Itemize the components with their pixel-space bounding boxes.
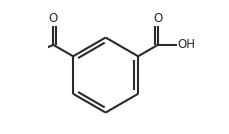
Text: O: O (49, 12, 58, 25)
Text: OH: OH (177, 38, 194, 51)
Text: O: O (153, 12, 162, 25)
